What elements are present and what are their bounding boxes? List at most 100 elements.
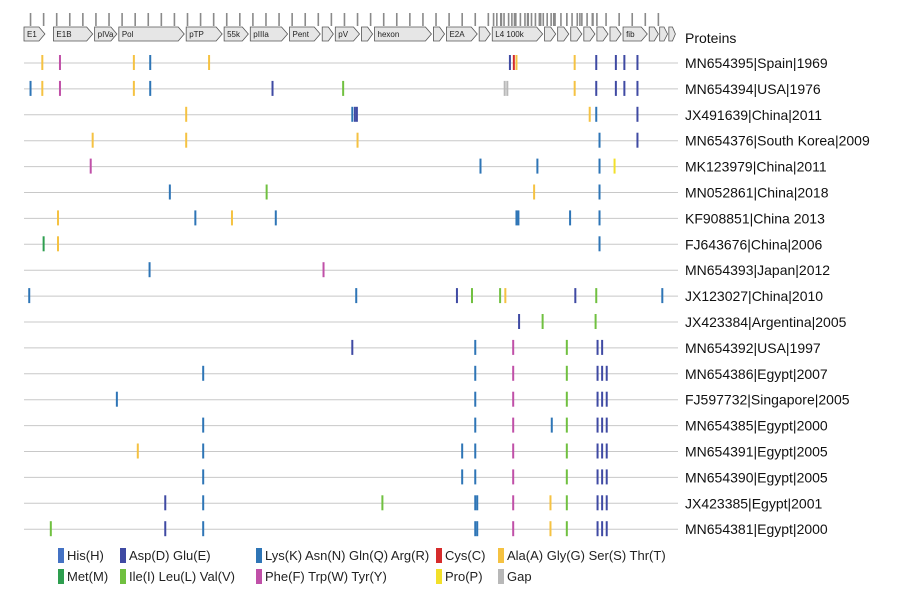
variant-mark (596, 469, 599, 485)
genome-tick (317, 13, 320, 26)
variant-mark (601, 521, 604, 537)
gene-label: E1B (56, 30, 71, 39)
sample-row: FJ643676|China|2006 (24, 236, 822, 252)
variant-mark (594, 314, 597, 329)
gene-label: Pol (122, 30, 134, 39)
variant-mark (596, 417, 599, 433)
gene-arrow (185, 26, 223, 42)
genome-tick (356, 13, 359, 26)
genome-tick (530, 13, 533, 26)
genome-tick (225, 13, 228, 26)
sample-label: MN654386|Egypt|2007 (685, 366, 828, 382)
variant-mark (605, 417, 608, 433)
variant-mark (132, 80, 135, 96)
variant-mark (476, 495, 479, 511)
variant-mark (605, 521, 608, 537)
variant-mark (474, 521, 477, 537)
variant-mark (565, 469, 568, 485)
variant-mark (573, 80, 576, 96)
legend-item: Phe(F) Trp(W) Tyr(Y) (256, 569, 387, 584)
variant-mark (601, 365, 604, 381)
variant-mark (355, 288, 358, 304)
variant-mark (636, 80, 639, 96)
variant-mark (512, 443, 515, 459)
variant-mark (202, 495, 205, 511)
variant-mark (148, 262, 151, 278)
gene-label: L4 100k (495, 30, 524, 39)
sample-label: MK123979|China|2011 (685, 159, 827, 175)
variant-mark (115, 391, 118, 407)
genome-tick (515, 13, 517, 26)
variant-mark (596, 391, 599, 407)
variant-mark (474, 417, 477, 433)
variant-mark (588, 106, 591, 122)
variant-mark (503, 80, 506, 96)
gene-label: fib (626, 30, 635, 39)
genome-tick (435, 13, 437, 26)
variant-mark (149, 55, 152, 70)
genome-tick (252, 13, 254, 26)
genome-tick (513, 13, 516, 26)
variant-mark (598, 158, 601, 174)
sample-row: MN654385|Egypt|2000 (24, 417, 828, 434)
genome-tick (550, 13, 552, 26)
genome-tick (657, 13, 660, 26)
variant-mark (512, 469, 515, 485)
variant-mark (518, 314, 521, 329)
genome-tick (409, 13, 411, 26)
variant-mark (58, 55, 61, 70)
genome-tick (291, 13, 293, 26)
genome-tick (560, 13, 562, 26)
variant-mark (29, 80, 32, 96)
sample-label: FJ643676|China|2006 (685, 236, 822, 252)
variant-mark (461, 443, 464, 459)
legend-swatch (436, 548, 442, 563)
variant-mark (614, 55, 617, 70)
genome-tick (448, 13, 450, 26)
legend-label: Ile(I) Leu(L) Val(V) (129, 569, 235, 584)
genome-tick (95, 13, 97, 26)
genome-tick (487, 13, 490, 26)
variant-mark (536, 158, 539, 174)
sample-row: MN654394|USA|1976 (24, 80, 821, 97)
genome-tick (571, 13, 573, 26)
legend-item: Ala(A) Gly(G) Ser(S) Thr(T) (498, 548, 666, 563)
genome-tick (304, 13, 307, 26)
legend-swatch (58, 548, 64, 563)
gene-arrow (648, 26, 659, 42)
genome-tick (474, 13, 477, 26)
genome-tick (539, 13, 542, 26)
variant-mark (517, 210, 520, 226)
variant-mark (636, 106, 639, 122)
variant-mark (57, 236, 60, 252)
variant-mark (595, 80, 598, 96)
gene-label: E2A (449, 30, 465, 39)
variant-mark (515, 55, 518, 70)
variant-mark (595, 288, 598, 304)
variant-mark (613, 158, 616, 174)
variant-mark (136, 443, 139, 459)
genome-tick (644, 13, 647, 26)
variant-mark (605, 495, 608, 511)
genome-tick (554, 13, 556, 26)
sample-row: FJ597732|Singapore|2005 (24, 391, 850, 408)
variant-mark (194, 210, 197, 226)
gene-arrow (321, 26, 334, 42)
genome-tick (265, 13, 267, 26)
variant-mark (605, 391, 608, 407)
genome-tick (524, 13, 526, 26)
genome-tick (422, 13, 424, 26)
genome-tick (134, 13, 136, 26)
legend-label: Phe(F) Trp(W) Tyr(Y) (265, 569, 387, 584)
genome-tick (538, 13, 541, 26)
legend-item: Cys(C) (436, 548, 485, 563)
genome-tick (278, 13, 280, 26)
variant-mark (565, 365, 568, 381)
variant-mark (41, 80, 44, 96)
genome-tick (199, 13, 202, 26)
sample-label: MN654393|Japan|2012 (685, 262, 830, 278)
genome-tick (330, 13, 333, 26)
genome-tick (496, 13, 498, 26)
sample-row: JX423384|Argentina|2005 (24, 314, 847, 330)
